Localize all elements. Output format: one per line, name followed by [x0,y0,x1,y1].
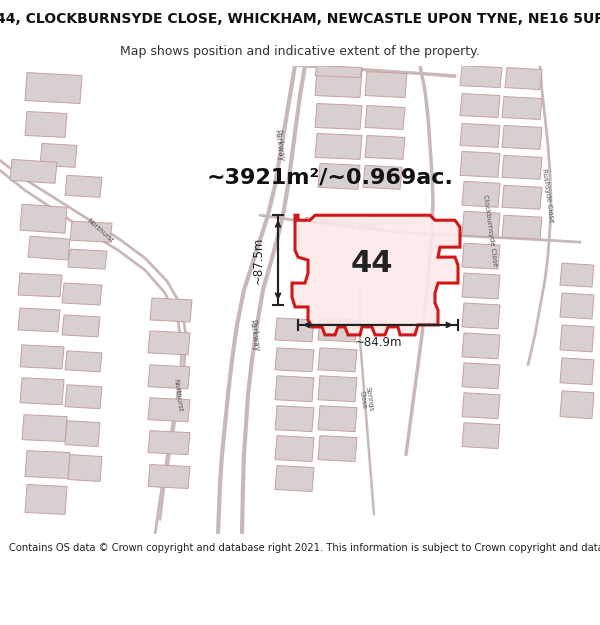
Text: Northurst: Northurst [86,217,115,244]
Polygon shape [318,376,357,402]
Polygon shape [318,163,360,189]
Polygon shape [560,263,594,287]
Polygon shape [318,318,357,342]
Polygon shape [365,72,407,98]
Polygon shape [462,363,500,389]
Polygon shape [18,273,62,297]
Polygon shape [65,176,102,198]
Polygon shape [25,111,67,138]
Polygon shape [363,166,402,189]
Text: Contains OS data © Crown copyright and database right 2021. This information is : Contains OS data © Crown copyright and d… [9,543,600,554]
Polygon shape [365,136,405,159]
Polygon shape [365,106,405,129]
Polygon shape [22,415,67,442]
Polygon shape [148,464,190,489]
Polygon shape [148,431,190,454]
Polygon shape [462,303,500,329]
Text: ~87.5m: ~87.5m [251,236,265,284]
Text: ~3921m²/~0.969ac.: ~3921m²/~0.969ac. [206,168,454,187]
Polygon shape [315,134,362,159]
Polygon shape [20,378,64,405]
Polygon shape [315,66,362,78]
Polygon shape [65,351,102,372]
Polygon shape [560,358,594,385]
Polygon shape [275,436,314,462]
Polygon shape [148,365,190,389]
Polygon shape [70,221,112,242]
Text: 44: 44 [351,249,393,278]
Text: Parkway: Parkway [247,318,261,351]
Polygon shape [62,315,100,337]
Polygon shape [148,398,190,422]
Polygon shape [315,69,362,98]
Polygon shape [505,68,542,89]
Text: Rushsyde Close: Rushsyde Close [541,168,555,222]
Polygon shape [460,124,500,148]
Polygon shape [150,298,192,322]
Polygon shape [502,215,542,239]
Polygon shape [20,204,67,233]
Polygon shape [275,376,314,402]
Polygon shape [502,126,542,149]
Polygon shape [65,421,100,447]
Polygon shape [502,185,542,209]
Text: Springs
Close: Springs Close [358,386,374,413]
Polygon shape [462,392,500,419]
Polygon shape [25,484,67,514]
Polygon shape [318,436,357,462]
Polygon shape [462,211,500,237]
Polygon shape [462,243,500,269]
Polygon shape [460,94,500,118]
Text: Clockburnsyde Close: Clockburnsyde Close [304,217,376,229]
Polygon shape [275,318,314,342]
Polygon shape [462,181,500,208]
Polygon shape [460,151,500,178]
Polygon shape [318,406,357,432]
Polygon shape [68,454,102,481]
Text: Map shows position and indicative extent of the property.: Map shows position and indicative extent… [120,46,480,58]
Polygon shape [462,422,500,449]
Polygon shape [18,308,60,332]
Polygon shape [315,104,362,129]
Polygon shape [28,236,70,260]
Polygon shape [62,283,102,305]
Polygon shape [502,156,542,179]
Polygon shape [20,345,64,369]
Polygon shape [148,331,190,355]
Text: Clockburnsyde Close: Clockburnsyde Close [482,194,498,267]
Polygon shape [462,273,500,299]
Polygon shape [275,406,314,432]
Polygon shape [560,391,594,419]
Polygon shape [560,325,594,352]
Polygon shape [462,333,500,359]
Polygon shape [68,249,107,269]
Polygon shape [292,215,460,335]
Polygon shape [275,348,314,372]
Polygon shape [318,348,357,372]
Polygon shape [25,451,70,479]
Polygon shape [502,96,542,119]
Polygon shape [65,385,102,409]
Text: Northurst: Northurst [173,378,183,412]
Polygon shape [10,159,57,183]
Polygon shape [460,66,502,88]
Polygon shape [40,143,77,168]
Polygon shape [25,72,82,104]
Text: 44, CLOCKBURNSYDE CLOSE, WHICKHAM, NEWCASTLE UPON TYNE, NE16 5UR: 44, CLOCKBURNSYDE CLOSE, WHICKHAM, NEWCA… [0,12,600,26]
Polygon shape [275,466,314,491]
Polygon shape [560,293,594,319]
Text: ~84.9m: ~84.9m [354,336,402,349]
Text: Parkway: Parkway [272,129,286,162]
